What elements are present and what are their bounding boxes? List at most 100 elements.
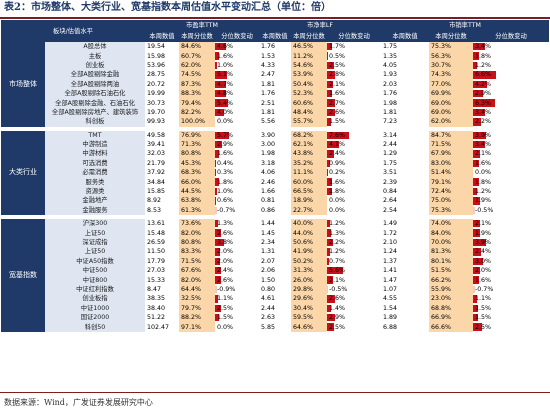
percentile-cell: 74.3% [429,70,474,80]
change-value: 0.2% [329,169,345,177]
value-cell: 3.51 [383,169,398,177]
percentile-cell: 64.6% [291,322,327,332]
change-bar [473,80,488,88]
change-cell: 2.5% [215,304,259,313]
value-cell: 5.85 [261,323,276,331]
change-value: 4.7% [217,80,233,88]
percentile-cell: 18.9% [291,196,327,206]
percentile-cell: 35.2% [291,158,327,169]
percentile-cell: 82.0% [179,275,215,285]
change-bar [473,159,479,168]
value-cell: 99.93 [147,118,166,126]
change-bar [215,61,218,70]
change-value: 0.3% [217,169,233,177]
change-value: 2.6% [217,229,233,237]
change-value: 2.6% [329,108,345,116]
value-cell: 2.03 [383,80,398,88]
change-value: 0.0% [217,118,233,126]
change-cell: 0.3% [215,168,259,177]
change-cell: 7.6% [327,131,381,140]
table-row: 全部A股剔除两油 20.72 87.3% 4.7% 1.81 50.4% 2.1% 2.03 7… [1,79,549,89]
value-cell: 4.61 [261,295,276,303]
percentile-cell: 11.2% [291,51,327,61]
value-cell: 2.51 [261,99,276,107]
table-row: 科创板 99.93 100.0% 0.0% 5.56 55.7% 1.5% 7.23 62.0%… [1,117,549,127]
change-value: 1.3% [217,220,233,228]
change-value: 3.0% [475,257,492,265]
percentile-cell: 52.3% [291,88,327,99]
change-value: 0.9% [329,159,345,167]
change-bar [215,80,227,88]
value-cell: 39.41 [147,141,166,149]
percentile-cell: 71.3% [179,139,215,150]
value-cell: 21.79 [147,159,166,167]
change-value: 0.0% [475,169,492,177]
table-row: 中证1000 38.40 79.7% 2.5% 2.44 30.4% 1.4% 1.54 68.… [1,303,549,313]
percentile-cell: 45.3% [179,158,215,169]
change-bar [215,178,220,186]
percentile-cell: 48.4% [291,107,327,118]
table-row: 大类行业 TMT 49.58 76.9% 5.7% 3.90 68.2% 7.6% 3.14 84… [1,130,549,216]
percentile-cell: 84.7% [429,130,474,140]
value-cell: 1.93 [383,71,398,79]
table-row: 创业板指 38.35 32.5% 1.1% 4.61 29.6% 2.6% 4.55 23.0%… [1,294,549,304]
table-row: 宽基指数 沪深300 13.61 73.6% 1.3% 1.44 40.0% 1.2% 1.49… [1,219,549,332]
change-value: 1.8% [217,178,233,186]
change-bar [327,150,334,158]
value-cell: 2.64 [383,197,398,205]
change-bar [473,266,480,275]
percentile-cell: 82.0% [179,228,215,238]
table-row: 中游材料 32.03 80.8% 1.6% 1.98 43.8% 2.4% 1.29 67.9%… [1,149,549,159]
percentile-cell: 63.8% [179,196,215,206]
value-cell: 1.98 [383,99,398,107]
percentile-cell: 69.0% [429,107,474,118]
percentile-cell: 67.6% [179,265,215,276]
value-cell: 1.81 [383,108,398,116]
change-value: 0.0% [217,323,233,331]
table-row: 中证800 15.33 82.0% 2.6% 1.50 26.0% 2.1% 1.47 66.2… [1,275,549,285]
change-value: 2.2% [329,239,345,246]
change-cell: 2.5% [327,322,381,331]
row-name: 中证红利指数 [45,284,145,295]
row-name: A股总体 [45,42,145,52]
change-bar [327,257,330,265]
change-value: 1.6% [217,150,233,158]
change-bar [473,187,478,196]
row-name: 金融服务 [45,205,145,216]
change-cell: 2.6% [327,108,381,117]
change-cell: 1.8% [473,177,549,186]
change-value: 0.7% [329,257,345,265]
change-value: 1.5% [217,314,233,322]
change-value: 2.4% [329,150,345,158]
percentile-cell: 53.9% [291,70,327,80]
change-value: 4.0% [217,108,233,116]
change-cell: 0.0% [215,117,259,126]
value-cell: 15.33 [147,276,166,284]
change-value: 2.0% [475,267,492,275]
change-cell: 0.4% [215,159,259,168]
change-bar [327,323,335,331]
value-cell: 19.70 [147,108,166,116]
change-bar [327,159,330,168]
section-label: 市场整体 [1,42,45,127]
change-value: -0.5% [475,206,494,214]
change-cell: 2.6% [215,228,259,237]
change-cell: 1.3% [327,228,381,237]
change-value: 1.1% [217,295,233,303]
change-cell: 5.7% [215,131,259,140]
value-cell: 0.80 [261,285,276,293]
change-cell: -0.7% [473,285,549,294]
row-name: 沪深300 [45,219,145,229]
change-bar [473,61,478,70]
change-value: 3.4% [475,108,492,116]
change-value: 6.6% [475,71,492,79]
change-bar [473,43,485,51]
change-bar [215,285,218,294]
change-bar [327,108,335,117]
value-cell: 0.81 [261,197,276,205]
change-value: 1.0% [217,61,233,69]
percentile-cell: 75.3% [429,205,474,216]
change-value: 1.1% [475,295,492,303]
change-value: 3.9% [475,131,492,139]
change-bar [215,229,222,237]
